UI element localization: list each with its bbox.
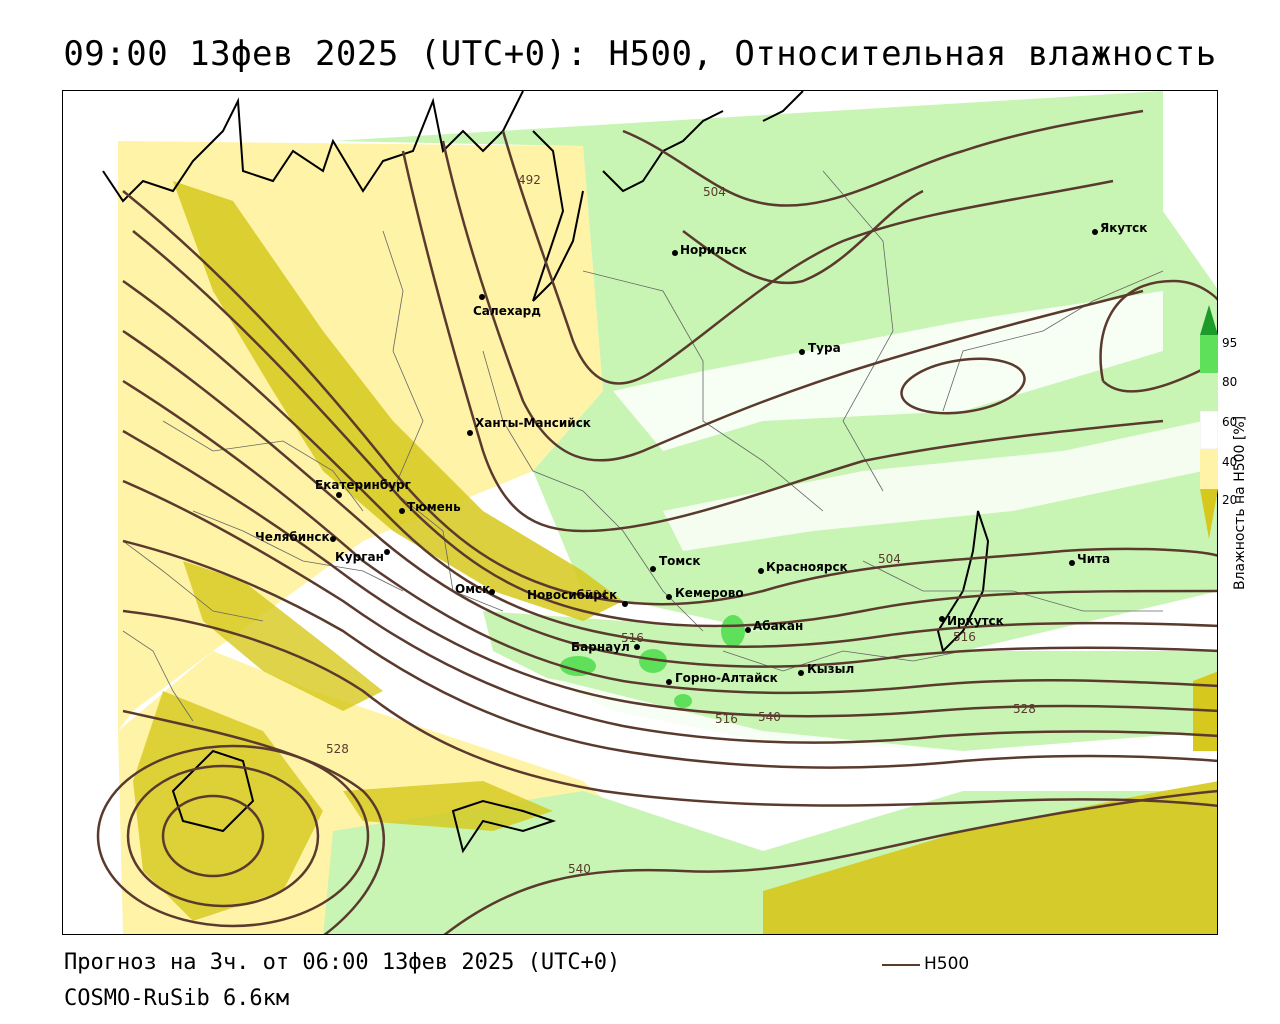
colorbar-title: Влажность на H500 [%] (1232, 415, 1248, 590)
city-marker[interactable]: Чита (1069, 552, 1110, 566)
forecast-info: Прогноз на 3ч. от 06:00 13фев 2025 (UTC+… (64, 950, 621, 975)
city-label: Чита (1077, 552, 1110, 566)
city-label: Иркутск (947, 614, 1004, 628)
city-label: Красноярск (766, 560, 848, 574)
city-label: Кемерово (675, 586, 744, 600)
city-marker[interactable]: Норильск (672, 243, 747, 257)
coastlines (102, 91, 990, 854)
map-title: 09:00 13фев 2025 (UTC+0): H500, Относите… (63, 34, 1217, 74)
city-label: Челябинск (255, 530, 330, 544)
city-marker[interactable]: Тура (799, 341, 841, 355)
contour-label: 492 (518, 173, 541, 187)
contour-label: 540 (568, 862, 591, 876)
city-label: Томск (659, 554, 701, 568)
contour-label: 516 (953, 630, 976, 644)
city-label: Омск (455, 582, 490, 596)
city-marker[interactable]: Челябинск (255, 530, 336, 544)
contour-label: 516 (621, 631, 644, 645)
city-label: Екатеринбург (315, 478, 411, 492)
city-label: Абакан (753, 619, 803, 633)
city-label: Новосибирск (527, 588, 617, 602)
city-marker[interactable]: Абакан (745, 619, 803, 633)
city-marker[interactable]: Курган (335, 549, 390, 564)
city-marker[interactable]: Кызыл (798, 662, 854, 676)
weather-map[interactable]: 492 504 504 504 516 516 516 528 528 540 … (62, 90, 1218, 935)
city-marker[interactable]: Томск (650, 554, 701, 572)
colorbar-scale (1200, 305, 1218, 539)
colorbar-tick: 95 (1222, 336, 1238, 350)
city-marker[interactable]: Салехард (473, 294, 541, 318)
city-marker[interactable]: Новосибирск (527, 588, 628, 607)
colorbar-tick: 80 (1222, 375, 1238, 389)
humidity-field (63, 91, 1217, 934)
colorbar-tick: 40 (1222, 455, 1238, 469)
city-marker[interactable]: Тюмень (399, 500, 461, 514)
city-label: Якутск (1100, 221, 1147, 235)
borders (122, 170, 1164, 722)
city-label: Курган (335, 550, 384, 564)
colorbar-tick: 20 (1222, 493, 1238, 507)
cities: Норильск Якутск Салехард Тура Ханты-Манс… (255, 221, 1147, 685)
city-label: Тюмень (407, 500, 461, 514)
contour-label: 528 (1013, 702, 1036, 716)
model-name: COSMO-RuSib 6.6км (64, 986, 290, 1011)
city-marker[interactable]: Ханты-Мансийск (467, 416, 591, 436)
colorbar-tick: 60 (1222, 415, 1238, 429)
city-marker[interactable]: Кемерово (666, 586, 744, 600)
contour-labels: 492 504 504 504 516 516 516 528 528 540 … (326, 173, 1036, 876)
city-label: Кызыл (807, 662, 854, 676)
city-marker[interactable]: Горно-Алтайск (666, 671, 778, 685)
city-marker[interactable]: Якутск (1092, 221, 1147, 235)
city-label: Горно-Алтайск (675, 671, 778, 685)
contour-label: 504 (585, 588, 608, 602)
city-marker[interactable]: Екатеринбург (315, 478, 411, 498)
city-marker[interactable]: Иркутск (939, 614, 1004, 628)
city-label: Барнаул (571, 640, 630, 654)
city-label: Ханты-Мансийск (475, 416, 591, 430)
city-label: Тура (808, 341, 841, 355)
contour-label: 528 (326, 742, 349, 756)
map-canvas: 492 504 504 504 516 516 516 528 528 540 … (63, 91, 1217, 934)
contour-label: 516 (715, 712, 738, 726)
contour-label: 504 (703, 185, 726, 199)
city-marker[interactable]: Красноярск (758, 560, 848, 574)
city-label: Норильск (680, 243, 747, 257)
contour-label: 504 (878, 552, 901, 566)
h500-line-swatch (882, 964, 920, 966)
contour-label: 540 (758, 710, 781, 724)
legend-label: H500 (924, 954, 970, 974)
h500-contours (96, 109, 1217, 934)
city-marker[interactable]: Барнаул (571, 640, 640, 654)
city-marker[interactable]: Омск (455, 582, 495, 596)
city-label: Салехард (473, 304, 541, 318)
